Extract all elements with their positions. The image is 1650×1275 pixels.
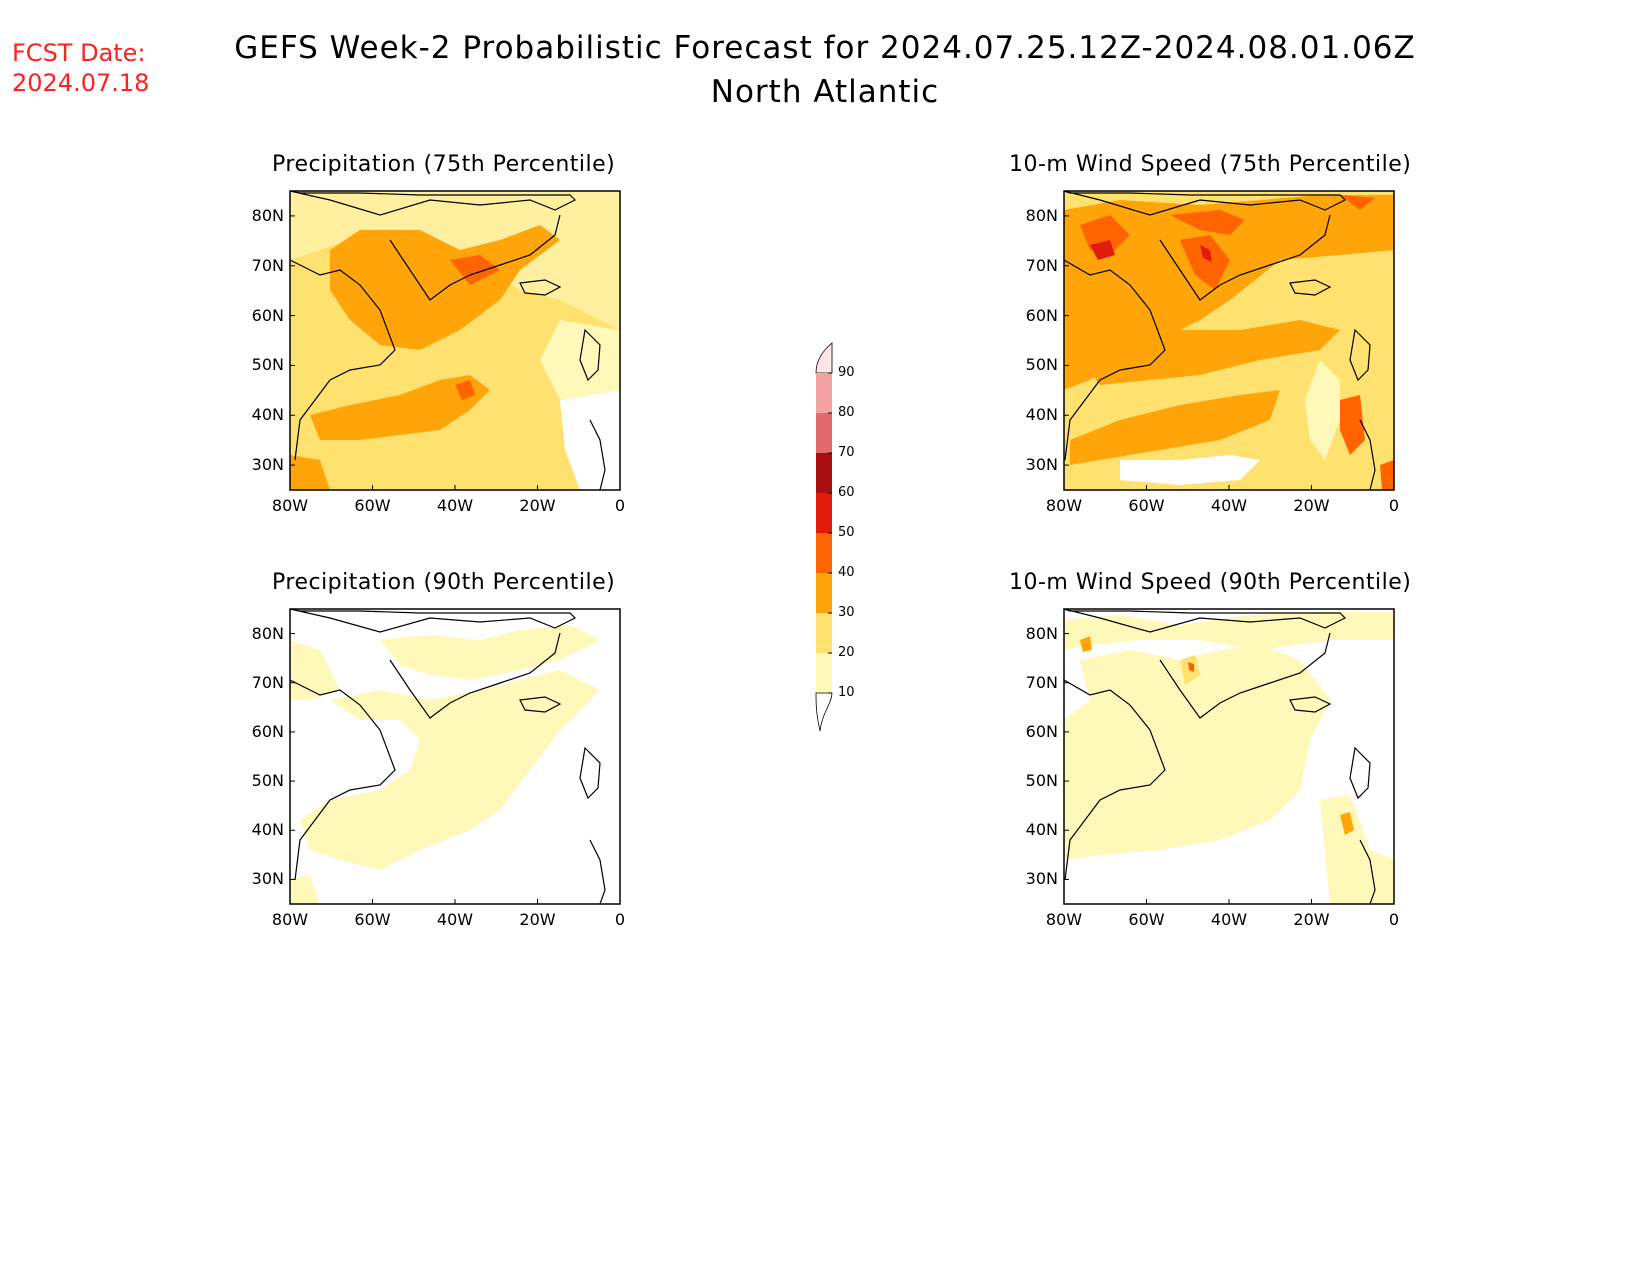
lon-label-precip-90: 60W (354, 910, 391, 929)
lat-label-wind-90: 70N (1025, 672, 1058, 692)
lat-label-wind-75: 50N (1025, 355, 1058, 375)
lat-label-wind-75: 30N (1025, 455, 1058, 475)
panel-title-precip-75: Precipitation (75th Percentile) (272, 152, 616, 177)
lat-label-wind-90: 30N (1025, 869, 1058, 889)
lon-label-precip-75: 80W (271, 496, 309, 515)
forecast-date-value: 2024.07.18 (12, 69, 150, 97)
region-subtitle: North Atlantic (710, 74, 940, 110)
lat-label-precip-90: 60N (251, 721, 284, 741)
colorbar-swatch (816, 533, 832, 573)
lon-label-precip-75: 0 (614, 496, 626, 515)
map-wind-75 (1064, 191, 1394, 490)
lat-label-wind-75: 40N (1025, 405, 1058, 425)
forecast-date-label: FCST Date: (12, 39, 146, 67)
colorbar-label: 40 (838, 565, 855, 580)
lat-label-precip-90: 30N (251, 869, 284, 889)
panel-title-wind-75: 10-m Wind Speed (75th Percentile) (1009, 152, 1412, 177)
map-wind-90 (1064, 609, 1394, 904)
colorbar-label: 10 (838, 685, 855, 700)
page-title: GEFS Week-2 Probabilistic Forecast for 2… (234, 30, 1416, 66)
lon-label-precip-75: 60W (354, 496, 391, 515)
lon-label-precip-90: 40W (436, 910, 474, 929)
colorbar-label: 80 (838, 405, 855, 420)
lon-label-precip-75: 20W (519, 496, 556, 515)
lat-label-precip-75: 80N (251, 205, 284, 225)
colorbar-bottom-tip (815, 692, 833, 732)
lat-label-precip-75: 50N (251, 355, 284, 375)
lat-label-wind-75: 80N (1025, 205, 1058, 225)
colorbar-top-tip (815, 342, 833, 374)
colorbar-label: 90 (838, 365, 855, 380)
lon-label-wind-75: 60W (1128, 496, 1165, 515)
lat-label-wind-90: 50N (1025, 771, 1058, 791)
lat-label-wind-90: 40N (1025, 820, 1058, 840)
lat-label-precip-90: 80N (251, 623, 284, 643)
lon-label-wind-90: 20W (1293, 910, 1330, 929)
lat-label-precip-75: 70N (251, 255, 284, 275)
lon-label-precip-90: 20W (519, 910, 556, 929)
map-precip-90 (290, 609, 620, 904)
colorbar-swatch (816, 453, 832, 493)
panel-title-wind-90: 10-m Wind Speed (90th Percentile) (1009, 570, 1412, 595)
lon-label-wind-90: 40W (1210, 910, 1248, 929)
lat-label-precip-75: 60N (251, 305, 284, 325)
lon-label-precip-90: 0 (614, 910, 626, 929)
colorbar-label: 50 (838, 525, 855, 540)
lat-label-wind-90: 80N (1025, 623, 1058, 643)
lat-label-precip-90: 50N (251, 771, 284, 791)
lon-label-wind-75: 40W (1210, 496, 1248, 515)
colorbar-label: 30 (838, 605, 855, 620)
lon-label-wind-90: 0 (1388, 910, 1400, 929)
lat-label-precip-90: 70N (251, 672, 284, 692)
lon-label-precip-90: 80W (271, 910, 309, 929)
lat-label-wind-75: 60N (1025, 305, 1058, 325)
colorbar-label: 60 (838, 485, 855, 500)
colorbar-swatch (816, 613, 832, 653)
colorbar (815, 342, 833, 732)
colorbar-label: 70 (838, 445, 855, 460)
lon-label-precip-75: 40W (436, 496, 474, 515)
colorbar-swatch (816, 573, 832, 613)
colorbar-swatch (816, 493, 832, 533)
colorbar-label: 20 (838, 645, 855, 660)
panel-title-precip-90: Precipitation (90th Percentile) (272, 570, 616, 595)
colorbar-swatch (816, 653, 832, 693)
lat-label-precip-90: 40N (251, 820, 284, 840)
colorbar-swatch (816, 373, 832, 413)
lon-label-wind-75: 0 (1388, 496, 1400, 515)
forecast-date: FCST Date: 2024.07.18 (12, 38, 149, 98)
lon-label-wind-75: 20W (1293, 496, 1330, 515)
lon-label-wind-75: 80W (1045, 496, 1083, 515)
lat-label-precip-75: 30N (251, 455, 284, 475)
lon-label-wind-90: 80W (1045, 910, 1083, 929)
colorbar-swatch (816, 413, 832, 453)
lon-label-wind-90: 60W (1128, 910, 1165, 929)
lat-label-wind-75: 70N (1025, 255, 1058, 275)
lat-label-wind-90: 60N (1025, 721, 1058, 741)
map-precip-75 (290, 191, 620, 490)
lat-label-precip-75: 40N (251, 405, 284, 425)
